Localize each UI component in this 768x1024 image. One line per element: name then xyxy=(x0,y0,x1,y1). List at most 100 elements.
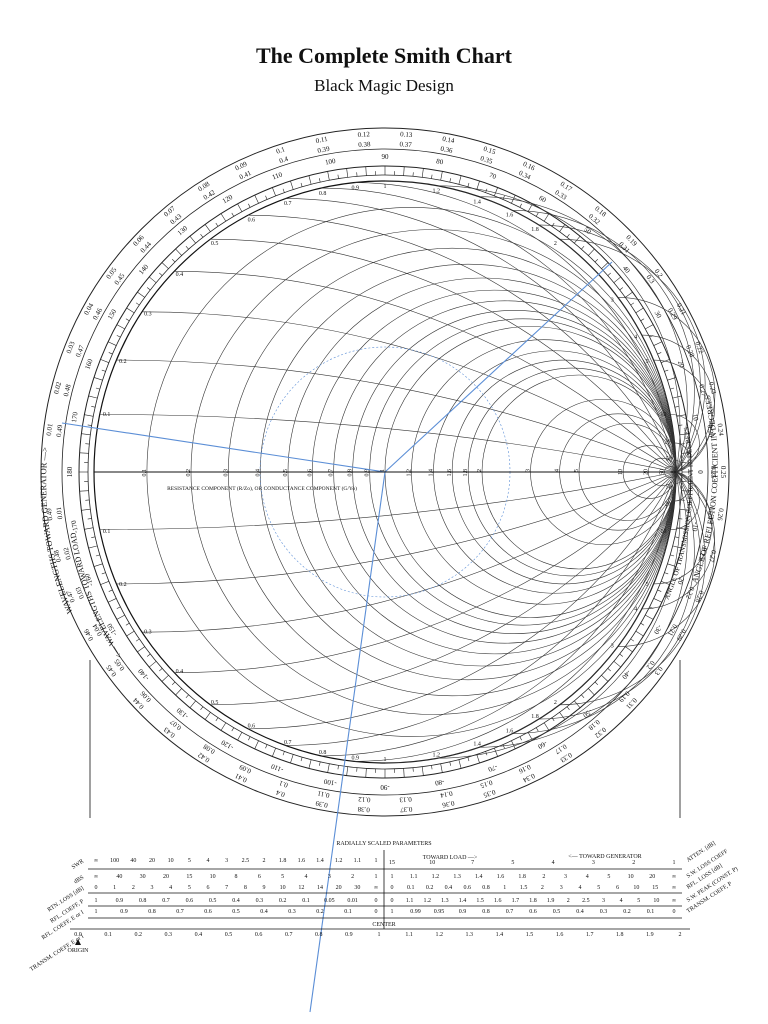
ring-tick xyxy=(265,744,268,749)
resistance-label: 4 xyxy=(555,469,561,472)
resistance-label: 0.2 xyxy=(186,469,192,477)
ring-tick xyxy=(365,166,367,176)
ring-tick xyxy=(91,536,96,538)
ring-tick xyxy=(679,508,689,511)
scale-label: 1 xyxy=(113,885,116,891)
reactance-arc xyxy=(479,196,688,473)
scale-label: 8 xyxy=(235,874,238,880)
scale-label: 0.3 xyxy=(165,932,173,938)
angle-label: -130 xyxy=(175,706,190,721)
ring-tick xyxy=(108,352,113,355)
reactance-label: 20 xyxy=(665,440,671,446)
angle-label: 90 xyxy=(382,153,390,161)
wavelength-generator-label: 0.01 xyxy=(45,423,55,437)
ring-tick xyxy=(91,406,96,408)
wavelength-generator-label: 0.38 xyxy=(357,805,370,814)
wavelength-generator-label: 0.14 xyxy=(442,135,456,145)
scale-label: 1 xyxy=(378,932,381,938)
ring-tick xyxy=(231,212,235,217)
ring-tick xyxy=(657,352,662,355)
ring-tick xyxy=(640,622,645,626)
origin-marker xyxy=(75,939,81,945)
reactance-arc xyxy=(437,185,681,473)
reactance-arc xyxy=(142,471,677,633)
scale-label: 0.1 xyxy=(407,885,415,891)
construction-line xyxy=(309,471,386,1013)
reactance-label: 1 xyxy=(384,757,387,763)
angle-label: -50 xyxy=(581,707,594,719)
resistance-label: 0.4 xyxy=(255,469,261,477)
reactance-label: 0.8 xyxy=(319,750,327,756)
reactance-label: 0.8 xyxy=(319,191,327,197)
reactance-label: 2 xyxy=(554,241,557,247)
reactance-arc xyxy=(674,442,690,473)
ring-tick xyxy=(200,233,204,238)
scale-label: 1.9 xyxy=(646,932,654,938)
wavelength-load-label: 0.15 xyxy=(479,778,494,790)
scale-label: 4 xyxy=(207,858,210,864)
ring-tick xyxy=(254,194,259,204)
ring-tick xyxy=(215,222,219,227)
reactance-arc xyxy=(116,471,677,585)
ring-tick xyxy=(640,318,645,322)
scale-label: 10 xyxy=(429,860,435,866)
ring-tick xyxy=(101,369,106,372)
scale-label: 1.6 xyxy=(494,898,502,904)
angle-label: 30 xyxy=(653,309,664,319)
ring-tick xyxy=(248,203,251,208)
reactance-arc xyxy=(670,414,700,473)
scale-label: 0.2 xyxy=(623,909,631,915)
scale-label: 0.9 xyxy=(120,909,128,915)
ring-tick xyxy=(494,187,498,196)
scale-frame xyxy=(70,660,690,930)
scale-label: 5 xyxy=(637,898,640,904)
ring-tick xyxy=(161,262,169,269)
ring-tick xyxy=(137,291,145,298)
reactance-label: 0.1 xyxy=(103,529,111,535)
scale-label: 0.5 xyxy=(553,909,561,915)
ring-tick xyxy=(601,262,609,269)
ring-tick xyxy=(100,359,109,363)
resistance-label: 0.8 xyxy=(348,469,354,477)
reactance-label: 50 xyxy=(666,457,672,463)
ring-tick xyxy=(200,706,204,711)
ring-tick xyxy=(189,236,196,244)
ring-tick xyxy=(282,751,285,756)
scale-label: 0.6 xyxy=(255,932,263,938)
scale-label: 2 xyxy=(263,858,266,864)
reactance-label: 1.6 xyxy=(506,728,514,734)
wavelength-generator-label: 0.4 xyxy=(275,788,286,798)
scale-label: 0.7 xyxy=(176,909,184,915)
reactance-label: 3 xyxy=(611,643,614,649)
ring-tick xyxy=(272,187,276,196)
scale-label: ∞ xyxy=(374,885,378,891)
ring-tick xyxy=(346,766,349,776)
scale-label: 1.8 xyxy=(616,932,624,938)
scale-label: 0.1 xyxy=(302,898,310,904)
reactance-label: 1.2 xyxy=(432,189,440,195)
wavelength-load-label: 0.48 xyxy=(62,383,73,397)
scale-label: 20 xyxy=(336,885,342,891)
scale-label: 5 xyxy=(607,874,610,880)
scale-label: 4 xyxy=(552,860,555,866)
wavelength-generator-label: 0.36 xyxy=(441,799,455,809)
wavelength-generator-label: 0.1 xyxy=(275,145,286,155)
wavelength-generator-label: 0.26 xyxy=(716,508,726,522)
scale-label: 1.4 xyxy=(496,932,504,938)
scale-label: 1.5 xyxy=(526,932,534,938)
scale-label: 20 xyxy=(163,874,169,880)
ring-tick xyxy=(146,653,151,657)
reactance-arc xyxy=(384,180,677,473)
ring-tick xyxy=(290,180,294,190)
wavelength-load-label: 0.26 xyxy=(706,424,716,438)
ring-tick xyxy=(116,324,125,330)
reactance-label: 0.7 xyxy=(284,740,292,746)
angle-label: -120 xyxy=(220,738,236,752)
ring-tick xyxy=(670,387,675,390)
scale-label: 1.2 xyxy=(424,898,432,904)
reactance-label: 0.9 xyxy=(351,186,359,192)
scale-label: 0 xyxy=(375,909,378,915)
wavelength-load-label: 0.49 xyxy=(55,424,65,438)
angle-label: 20 xyxy=(676,360,686,370)
scale-label: 0.6 xyxy=(204,909,212,915)
